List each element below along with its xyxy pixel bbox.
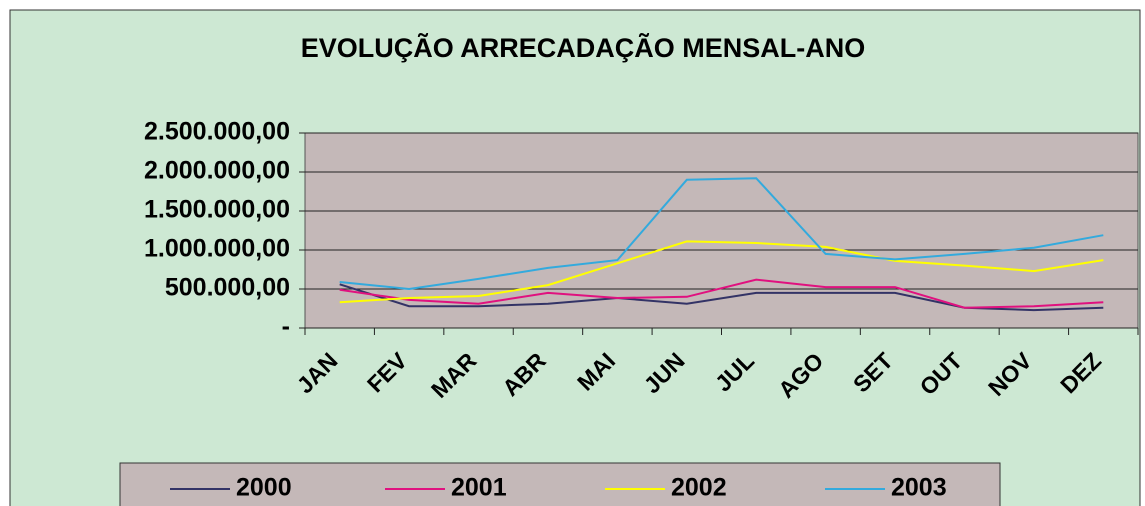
y-tick-label: 1.500.000,00 — [144, 196, 290, 224]
legend-label: 2000 — [236, 474, 292, 502]
legend-label: 2001 — [451, 474, 507, 502]
y-tick-label: 500.000,00 — [165, 274, 290, 302]
data-line — [339, 240, 1104, 304]
data-line — [339, 278, 1104, 309]
legend-label: 2002 — [671, 474, 727, 502]
chart-title: EVOLUÇÃO ARRECADAÇÃO MENSAL-ANO — [301, 32, 866, 63]
legend-label: 2003 — [891, 474, 947, 502]
data-line — [339, 177, 1104, 291]
legend-box — [119, 462, 1001, 506]
y-tick-label: - — [282, 313, 290, 341]
y-tick-label: 2.500.000,00 — [144, 118, 290, 146]
y-tick-label: 1.000.000,00 — [144, 235, 290, 263]
y-tick-label: 2.000.000,00 — [144, 157, 290, 185]
